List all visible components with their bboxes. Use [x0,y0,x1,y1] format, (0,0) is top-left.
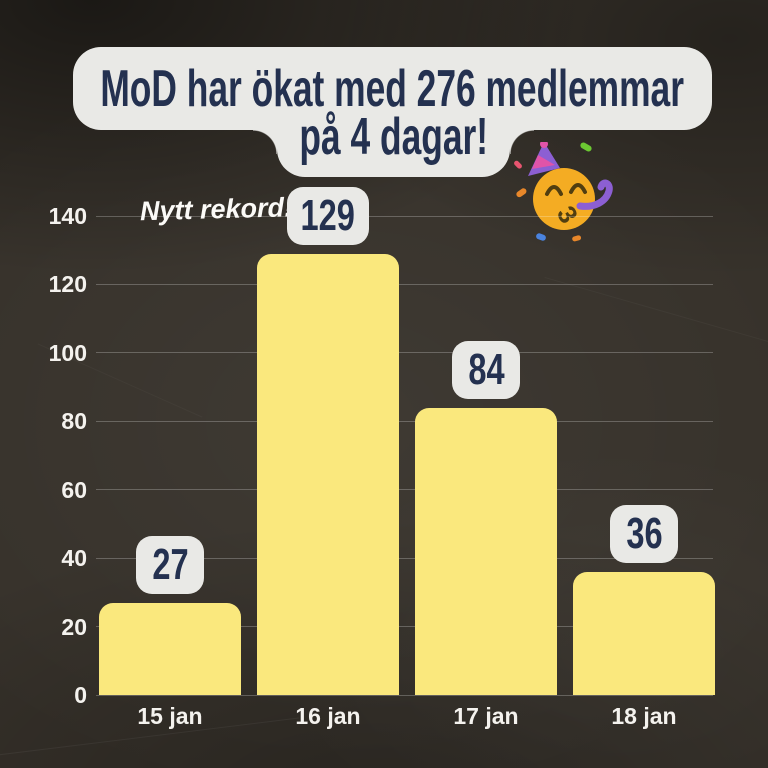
confetti-orange [516,188,527,198]
bar-15-jan [99,602,241,695]
emoji-hat-stripe [532,155,555,169]
bar-value-badge: 36 [610,504,678,563]
bar-18-jan [573,571,715,695]
bar-value-badge: 27 [136,535,204,594]
bar-16-jan [257,253,399,695]
emoji-party-horn [576,179,613,210]
y-tick-label-120: 120 [48,271,87,298]
bubble-fillet-right [510,130,534,154]
bubble-fillet-left [253,130,277,154]
gridline-y-0 [96,694,713,696]
gridline-y-40 [96,557,713,559]
gridline-y-80 [96,420,713,422]
gridline-y-140 [96,215,713,217]
bar-value-badge: 129 [287,186,369,245]
gridline-y-60 [96,489,713,491]
x-tick-label-18-jan: 18 jan [611,703,677,729]
y-tick-label-80: 80 [61,408,87,435]
chart-title-line2-text: på 4 dagar! [299,107,488,166]
confetti-green [580,142,592,152]
bar-17-jan [415,407,557,695]
x-tick-label-16-jan: 16 jan [295,703,361,729]
gridline-y-120 [96,283,713,285]
y-tick-label-40: 40 [61,545,87,572]
title-bubble-bottom [277,96,510,177]
y-tick-label-0: 0 [74,682,87,708]
bar-value-text: 84 [467,344,505,394]
confetti-orange-small [572,235,582,242]
bar-value-text: 129 [300,190,356,240]
emoji-hat-pom [540,142,548,148]
gridline-y-100 [96,352,713,354]
y-tick-label-100: 100 [48,339,87,366]
x-tick-label-17-jan: 17 jan [453,703,519,729]
confetti-blue [536,233,546,241]
y-tick-label-140: 140 [48,203,87,229]
bar-value-text: 36 [625,508,663,558]
chart-title-line1: MoD har ökat med 276 medlemmar [73,47,712,130]
bar-value-text: 27 [151,539,189,589]
gridline-y-20 [96,626,713,628]
emoji-right-eye [569,183,587,194]
chart-title-line2: på 4 dagar! [277,96,510,177]
confetti-pink [514,160,522,169]
chart-title-line1-text: MoD har ökat med 276 medlemmar [100,59,685,118]
y-tick-label-60: 60 [61,476,87,503]
y-tick-label-20: 20 [61,613,87,640]
party-face-emoji: 3 [514,142,613,242]
emoji-left-eye [545,185,563,196]
bar-value-badge: 84 [452,340,520,399]
x-tick-label-15-jan: 15 jan [137,703,203,729]
